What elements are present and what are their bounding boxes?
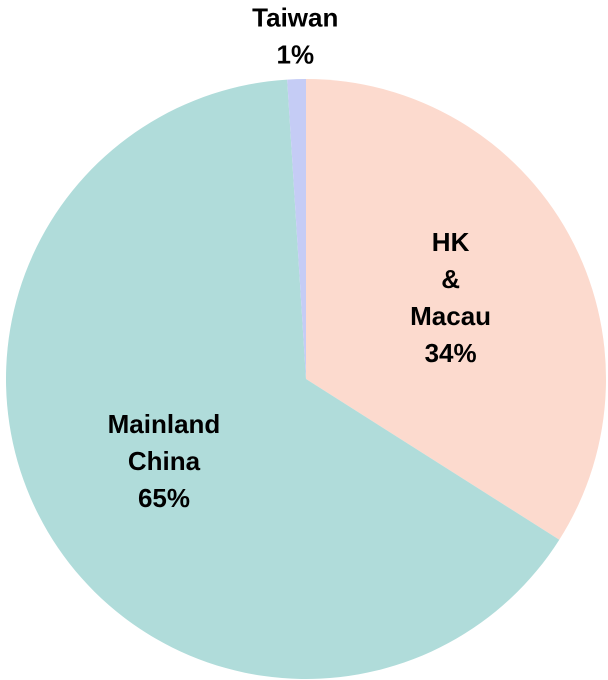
pie-slice (287, 79, 306, 379)
slice-label: HK & Macau (410, 227, 491, 331)
pie-slice (6, 79, 560, 679)
pie-slice (306, 79, 607, 540)
slice-value-label: 34% (425, 338, 477, 368)
slice-value-label: 65% (138, 483, 190, 513)
slice-label: Mainland China (108, 409, 221, 476)
slice-value-label: 1% (276, 39, 314, 69)
slice-label: Taiwan (252, 2, 338, 32)
